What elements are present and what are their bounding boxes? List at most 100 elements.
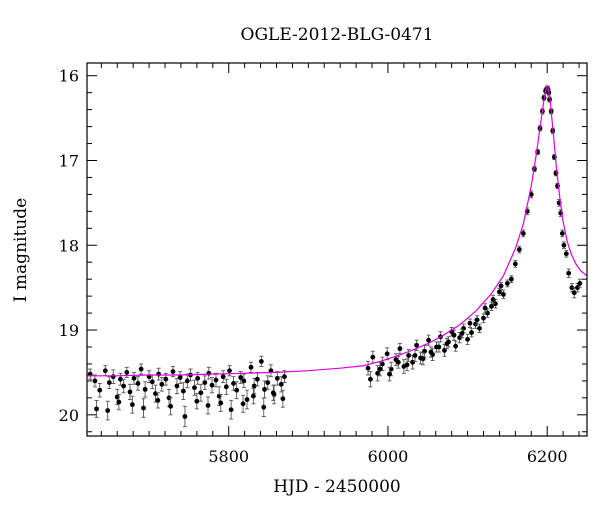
data-point bbox=[282, 374, 287, 380]
data-point bbox=[375, 370, 381, 376]
data-point bbox=[138, 366, 144, 372]
data-point bbox=[206, 370, 212, 376]
data-point bbox=[142, 386, 148, 392]
data-point bbox=[397, 346, 403, 352]
data-point bbox=[131, 375, 137, 381]
data-point bbox=[563, 251, 569, 257]
data-point bbox=[571, 290, 577, 296]
data-point bbox=[220, 374, 226, 380]
data-point bbox=[436, 344, 442, 350]
data-point bbox=[577, 281, 583, 286]
data-point bbox=[156, 371, 162, 377]
data-point bbox=[412, 353, 418, 358]
data-point bbox=[561, 242, 567, 248]
data-point bbox=[485, 310, 490, 316]
data-points bbox=[87, 85, 583, 428]
data-point bbox=[155, 397, 161, 403]
data-point bbox=[451, 332, 457, 338]
data-point bbox=[569, 285, 575, 291]
data-point bbox=[127, 389, 133, 395]
data-point bbox=[426, 337, 431, 343]
data-point bbox=[194, 398, 200, 404]
data-point bbox=[265, 380, 271, 385]
data-point bbox=[244, 397, 250, 402]
data-point bbox=[105, 408, 111, 413]
data-point bbox=[387, 371, 392, 377]
data-point bbox=[406, 353, 412, 358]
data-point bbox=[262, 386, 267, 392]
data-point bbox=[410, 359, 416, 365]
data-point bbox=[516, 247, 522, 252]
data-point bbox=[481, 315, 486, 321]
data-point bbox=[106, 380, 112, 385]
y-tick-label: 20 bbox=[59, 406, 79, 425]
data-point bbox=[254, 376, 260, 382]
data-point bbox=[149, 379, 155, 385]
data-point bbox=[467, 320, 473, 326]
data-point bbox=[489, 303, 494, 309]
data-point bbox=[498, 283, 504, 289]
data-point bbox=[121, 383, 127, 389]
data-point bbox=[116, 399, 122, 405]
data-point bbox=[453, 343, 459, 349]
data-point bbox=[135, 381, 141, 386]
data-point bbox=[234, 387, 240, 393]
data-point bbox=[414, 342, 420, 348]
data-point bbox=[209, 382, 215, 388]
x-tick-label: 6000 bbox=[368, 447, 409, 466]
data-point bbox=[559, 230, 565, 236]
data-point bbox=[205, 403, 211, 408]
data-point bbox=[379, 361, 385, 367]
data-point bbox=[110, 374, 116, 380]
data-point bbox=[420, 356, 426, 362]
data-point bbox=[422, 348, 427, 354]
data-point bbox=[512, 261, 518, 267]
data-point bbox=[218, 400, 224, 406]
data-point bbox=[228, 407, 234, 413]
data-point bbox=[251, 393, 256, 399]
data-point bbox=[177, 375, 183, 380]
data-point bbox=[258, 359, 264, 364]
data-point bbox=[368, 376, 373, 382]
y-tick-label: 19 bbox=[59, 321, 79, 340]
data-point bbox=[501, 292, 506, 297]
data-point bbox=[92, 378, 98, 384]
data-point bbox=[182, 414, 188, 419]
y-axis-label: I magnitude bbox=[11, 198, 31, 302]
data-point bbox=[240, 401, 246, 407]
data-point bbox=[444, 341, 450, 346]
data-point bbox=[280, 396, 286, 402]
data-point bbox=[469, 330, 474, 335]
data-point bbox=[129, 402, 135, 408]
x-tick-label: 6200 bbox=[527, 447, 568, 466]
data-point bbox=[251, 383, 257, 389]
data-point bbox=[180, 388, 186, 394]
data-point bbox=[497, 289, 502, 295]
y-tick-label: 16 bbox=[59, 67, 79, 86]
data-point bbox=[213, 377, 219, 383]
data-point bbox=[270, 390, 276, 396]
data-point bbox=[202, 380, 208, 385]
data-point bbox=[231, 381, 236, 386]
data-point bbox=[141, 405, 146, 411]
data-point bbox=[261, 404, 267, 410]
data-point bbox=[274, 375, 280, 381]
y-tick-label: 17 bbox=[59, 151, 79, 170]
data-point bbox=[248, 364, 254, 370]
axis-ticks: 5800 6000 6200 16 17 18 19 20 bbox=[59, 63, 587, 466]
data-point bbox=[575, 285, 580, 291]
data-point bbox=[94, 406, 99, 412]
data-point bbox=[97, 387, 103, 393]
data-point bbox=[198, 390, 204, 396]
plot-frame bbox=[86, 62, 588, 437]
data-point bbox=[520, 230, 526, 236]
data-point bbox=[404, 362, 410, 368]
model-line bbox=[87, 84, 588, 377]
data-point bbox=[159, 381, 165, 387]
data-point bbox=[223, 384, 229, 390]
x-axis-label: HJD - 2450000 bbox=[273, 477, 401, 497]
data-point bbox=[482, 305, 488, 311]
data-point bbox=[477, 325, 482, 331]
data-point bbox=[184, 378, 190, 384]
